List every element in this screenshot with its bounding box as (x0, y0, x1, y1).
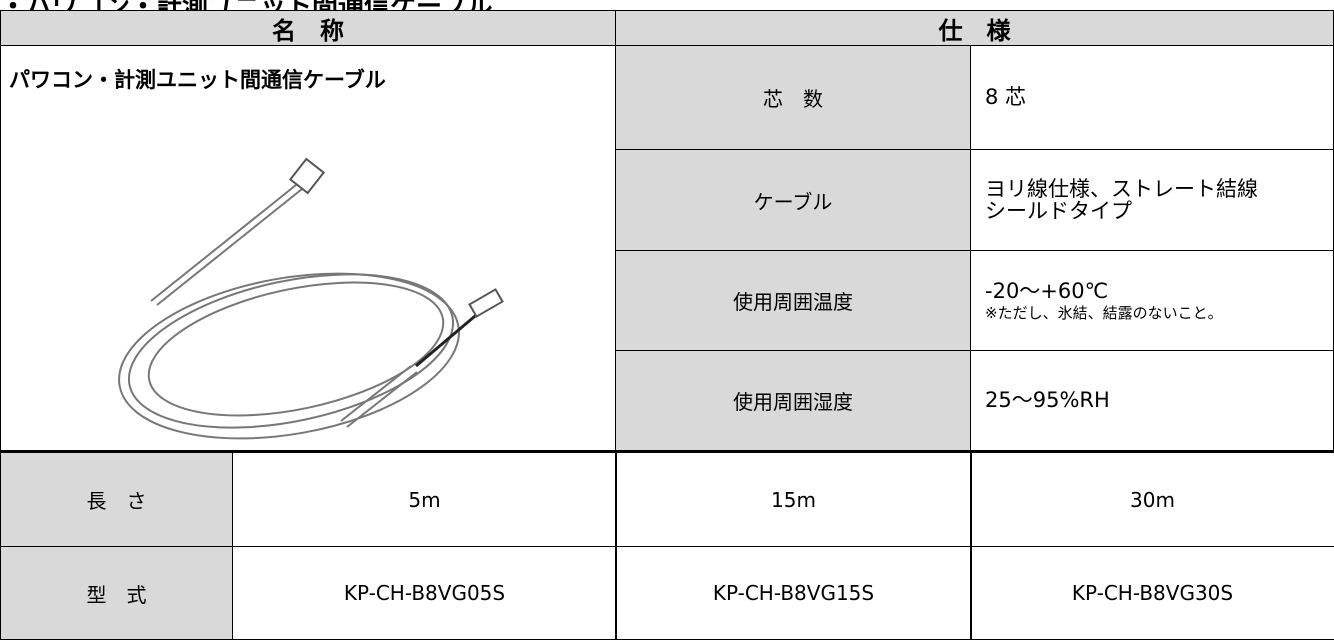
row-value: 5m (232, 452, 617, 547)
header-name: 名 称 (0, 10, 616, 46)
spec-value-cell: -20～+60℃ ※ただし、氷結、結露のないこと。 (970, 250, 1334, 351)
spec-value: -20～+60℃ (985, 278, 1109, 303)
spec-label: 芯 数 (615, 45, 971, 150)
product-cell: パワコン・計測ユニット間通信ケーブル (0, 45, 616, 451)
row-label: 型 式 (0, 546, 233, 640)
header-spec: 仕 様 (615, 10, 1334, 46)
spec-value: 8 芯 (985, 85, 1027, 110)
spec-value-cell: 8 芯 (970, 45, 1334, 150)
cable-image (118, 157, 504, 440)
row-value: KP-CH-B8VG05S (232, 546, 617, 640)
row-value: KP-CH-B8VG15S (615, 546, 972, 640)
row-value: 15m (615, 452, 972, 547)
row-value: KP-CH-B8VG30S (970, 546, 1334, 640)
spec-label: 使用周囲湿度 (615, 350, 971, 451)
thick-rule (0, 450, 1334, 453)
spec-label: 使用周囲温度 (615, 250, 971, 351)
spec-value-cell: ヨリ線仕様、ストレート結線 シールドタイプ (970, 149, 1334, 251)
spec-value: シールドタイプ (985, 199, 1132, 223)
spec-label: ケーブル (615, 149, 971, 251)
spec-note: ※ただし、氷結、結露のないこと。 (985, 303, 1223, 322)
product-name: パワコン・計測ユニット間通信ケーブル (9, 68, 386, 92)
row-value: 30m (970, 452, 1334, 547)
spec-value: 25～95%RH (985, 388, 1110, 413)
spec-value-cell: 25～95%RH (970, 350, 1334, 451)
spec-value: ヨリ線仕様、ストレート結線 (985, 176, 1258, 201)
row-label: 長 さ (0, 452, 233, 547)
